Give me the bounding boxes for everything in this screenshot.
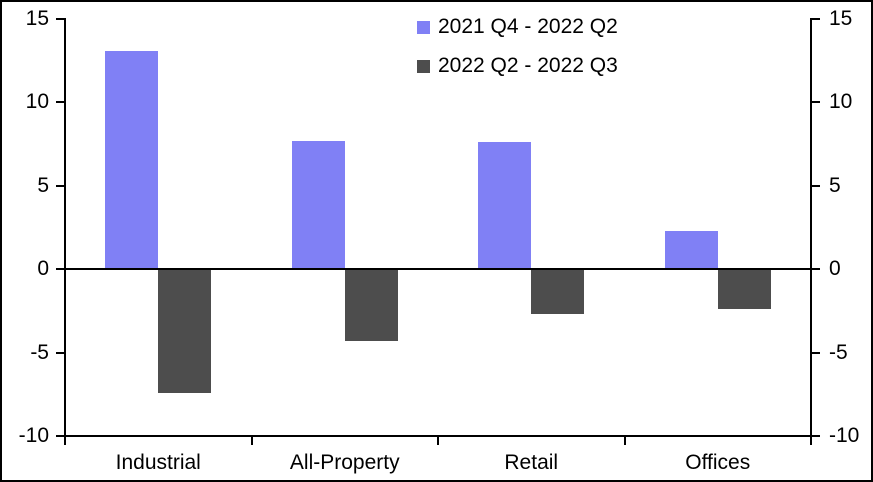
y-axis-right-spine <box>810 18 812 437</box>
bar-all-property-2021-q4-2022-q2 <box>291 140 345 270</box>
bar-all-property-2022-q2-2022-q3 <box>344 269 398 341</box>
y-tick-label-right-0: 0 <box>829 257 841 281</box>
x-axis-line <box>64 435 812 437</box>
y-tick-label-left--10: -10 <box>18 424 49 447</box>
y-tick-label-right-5: 5 <box>829 173 841 197</box>
y-tick-left-5 <box>56 184 64 187</box>
y-tick-right--10 <box>812 435 820 437</box>
bar-retail-2022-q2-2022-q3 <box>531 269 585 315</box>
bar-industrial-2022-q2-2022-q3 <box>158 269 212 393</box>
y-tick-label-left--5: -5 <box>30 340 49 364</box>
y-tick-label-right--5: -5 <box>829 340 848 364</box>
x-category-label-retail: Retail <box>504 451 559 474</box>
y-tick-right-10 <box>812 101 820 104</box>
legend-label-series-1: 2021 Q4 - 2022 Q2 <box>438 15 618 38</box>
y-tick-right--5 <box>812 351 820 354</box>
legend-item-series-2: 2022 Q2 - 2022 Q3 <box>417 53 618 79</box>
legend: 2021 Q4 - 2022 Q2 2022 Q2 - 2022 Q3 <box>417 14 618 92</box>
x-tick-4 <box>810 437 812 445</box>
y-tick-label-right-15: 15 <box>829 7 853 30</box>
x-tick-3 <box>623 437 626 445</box>
bar-retail-2021-q4-2022-q2 <box>478 142 532 270</box>
x-category-label-all-property: All-Property <box>289 451 400 474</box>
y-tick-left--5 <box>56 351 64 354</box>
y-tick-right-5 <box>812 184 820 187</box>
y-tick-left-0 <box>56 268 64 271</box>
legend-swatch-icon <box>417 59 430 73</box>
x-tick-1 <box>250 437 253 445</box>
y-tick-label-left-15: 15 <box>25 7 49 30</box>
bar-offices-2022-q2-2022-q3 <box>717 269 771 310</box>
legend-swatch-icon <box>417 20 430 34</box>
x-tick-0 <box>64 437 66 445</box>
legend-item-series-1: 2021 Q4 - 2022 Q2 <box>417 14 618 40</box>
x-tick-2 <box>437 437 439 445</box>
zero-line <box>64 268 812 271</box>
y-tick-label-left-10: 10 <box>25 90 49 114</box>
y-tick-left-10 <box>56 101 64 104</box>
y-tick-right-15 <box>812 18 820 20</box>
y-tick-label-left-5: 5 <box>37 173 49 197</box>
y-tick-left--10 <box>56 435 64 437</box>
y-tick-left-15 <box>56 18 64 20</box>
bar-offices-2021-q4-2022-q2 <box>664 230 718 270</box>
x-category-label-industrial: Industrial <box>115 451 201 474</box>
x-category-label-offices: Offices <box>685 451 751 474</box>
y-tick-label-left-0: 0 <box>37 257 49 281</box>
y-tick-label-right-10: 10 <box>829 90 853 114</box>
legend-label-series-2: 2022 Q2 - 2022 Q3 <box>438 54 618 77</box>
y-axis-left-spine <box>64 18 66 437</box>
bar-industrial-2021-q4-2022-q2 <box>105 50 159 270</box>
y-tick-right-0 <box>812 268 820 271</box>
y-tick-label-right--10: -10 <box>829 424 860 447</box>
